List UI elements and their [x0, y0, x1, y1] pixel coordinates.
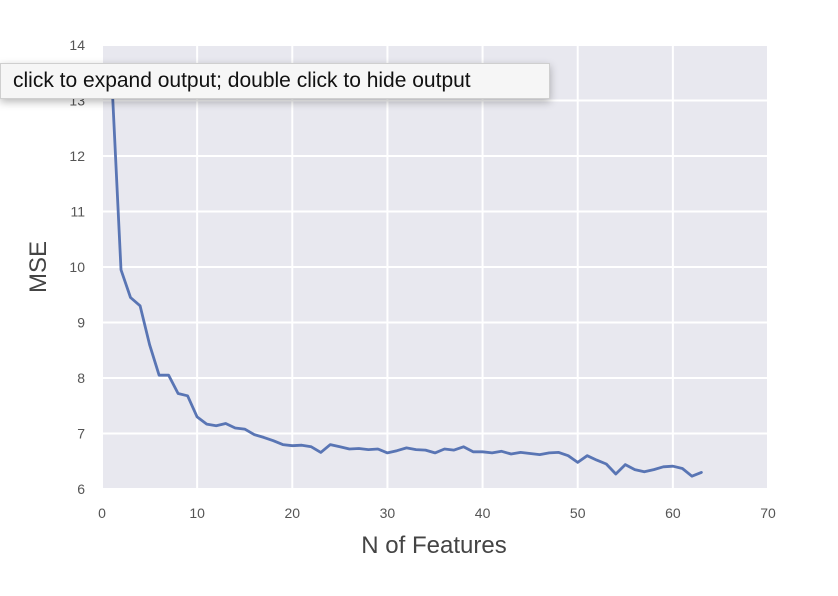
x-axis-label: N of Features	[361, 532, 506, 559]
x-tick-label: 10	[189, 505, 205, 521]
y-tick-label: 9	[77, 315, 85, 331]
x-tick-label: 70	[760, 505, 776, 521]
y-tick-label: 6	[77, 481, 85, 497]
y-tick-label: 8	[77, 370, 85, 386]
x-tick-label: 50	[570, 505, 586, 521]
x-tick-label: 60	[665, 505, 681, 521]
series-group	[110, 71, 703, 478]
y-tick-label: 11	[70, 204, 85, 220]
expand-output-tooltip[interactable]: click to expand output; double click to …	[0, 63, 550, 99]
y-tick-label: 10	[69, 259, 85, 275]
y-tick-label: 14	[69, 37, 85, 53]
mse-series-line	[110, 71, 703, 478]
x-tick-label: 40	[475, 505, 491, 521]
y-axis-label: MSE	[25, 241, 52, 293]
x-tick-labels: 0 10 20 30 40 50 60 70	[98, 505, 776, 521]
x-tick-label: 20	[284, 505, 300, 521]
y-tick-label: 12	[69, 148, 85, 164]
grid-lines	[101, 44, 769, 490]
x-tick-label: 30	[380, 505, 396, 521]
x-tick-label: 0	[98, 505, 106, 521]
y-tick-label: 7	[77, 426, 85, 442]
